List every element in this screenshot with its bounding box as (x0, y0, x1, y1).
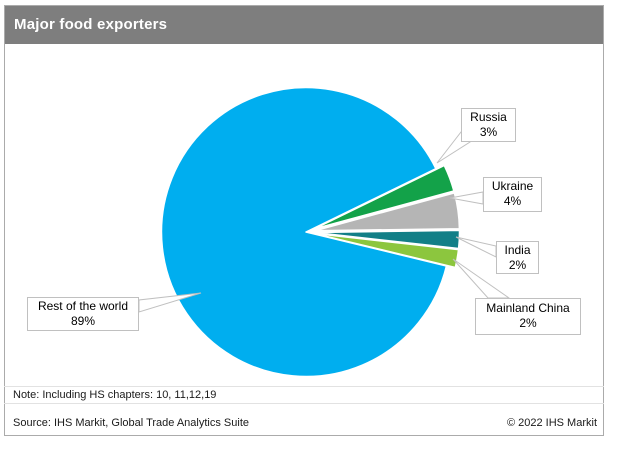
divider-above-source (4, 403, 604, 404)
report-frame: Major food exporters (4, 5, 604, 436)
note-text: Note: Including HS chapters: 10, 11,12,1… (13, 389, 217, 401)
divider-above-note (4, 386, 604, 387)
source-row: Source: IHS Markit, Global Trade Analyti… (13, 417, 597, 429)
copyright-text: © 2022 IHS Markit (506, 417, 597, 429)
chart-title: Major food exporters (14, 16, 168, 33)
chart-title-bar: Major food exporters (5, 6, 603, 44)
source-text: Source: IHS Markit, Global Trade Analyti… (13, 417, 249, 429)
